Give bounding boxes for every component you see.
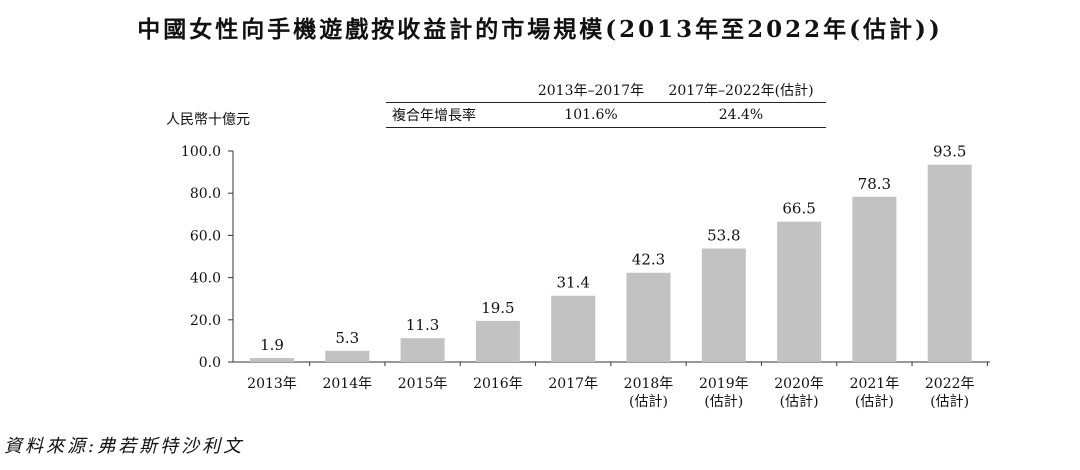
y-tick-label: 80.0 <box>190 186 221 202</box>
cagr-header-period-2: 2017年–2022年(估計) <box>668 83 814 99</box>
cagr-value-period-2: 24.4% <box>718 107 764 123</box>
cagr-value-period-1: 101.6% <box>564 107 618 123</box>
bar-value-label: 1.9 <box>260 336 284 354</box>
bar <box>551 295 596 362</box>
cagr-row-label: 複合年增長率 <box>392 108 476 124</box>
bar-value-label: 11.3 <box>406 316 439 334</box>
y-tick-label: 100.0 <box>181 144 221 160</box>
bar <box>777 221 822 362</box>
x-tick-label: 2016年 <box>473 376 523 392</box>
y-axis-unit-label: 人民幣十億元 <box>166 112 250 128</box>
bar-value-label: 42.3 <box>632 251 665 269</box>
x-tick-label: 2019年 <box>699 376 749 392</box>
y-tick-label: 0.0 <box>199 355 221 371</box>
bar <box>475 320 520 362</box>
x-tick-label: (估計) <box>930 394 969 410</box>
chart-title: 中國女性向手機遊戲按收益計的市場規模(2013年至2022年(估計)) <box>137 16 943 43</box>
bar-value-label: 66.5 <box>782 200 815 218</box>
bar <box>325 350 370 362</box>
x-tick-label: (估計) <box>704 394 743 410</box>
x-tick-label: 2018年 <box>624 376 674 392</box>
y-tick-label: 60.0 <box>190 228 221 244</box>
y-tick-label: 20.0 <box>190 313 221 329</box>
x-tick-label: 2017年 <box>548 376 598 392</box>
cagr-header-row: 2013年–2017年 2017年–2022年(估計) <box>386 78 826 103</box>
bar <box>701 248 746 362</box>
cagr-value-row: 複合年增長率 101.6% 24.4% <box>386 103 826 128</box>
bar <box>927 164 972 362</box>
bar-value-label: 19.5 <box>481 299 514 317</box>
bar-value-label: 53.8 <box>707 226 740 244</box>
bar <box>852 196 897 362</box>
y-tick-label: 40.0 <box>190 271 221 287</box>
x-tick-label: (估計) <box>780 394 819 410</box>
x-tick-label: (估計) <box>855 394 894 410</box>
cagr-table: 2013年–2017年 2017年–2022年(估計) 複合年增長率 101.6… <box>386 78 826 128</box>
bar-value-label: 31.4 <box>556 274 589 292</box>
x-tick-label: 2015年 <box>398 376 448 392</box>
x-tick-label: (估計) <box>629 394 668 410</box>
bar-value-label: 78.3 <box>858 175 891 193</box>
bar-value-label: 93.5 <box>933 143 966 161</box>
x-tick-label: 2021年 <box>850 376 900 392</box>
x-tick-label: 2022年 <box>925 376 975 392</box>
x-tick-label: 2014年 <box>322 376 372 392</box>
x-tick-label: 2013年 <box>247 376 297 392</box>
x-tick-label: 2020年 <box>774 376 824 392</box>
bar-value-label: 5.3 <box>335 329 359 347</box>
bar <box>400 338 445 362</box>
cagr-header-period-1: 2013年–2017年 <box>537 83 645 99</box>
source-note: 資料來源:弗若斯特沙利文 <box>4 436 245 457</box>
bar <box>250 357 294 362</box>
bar <box>626 272 671 362</box>
